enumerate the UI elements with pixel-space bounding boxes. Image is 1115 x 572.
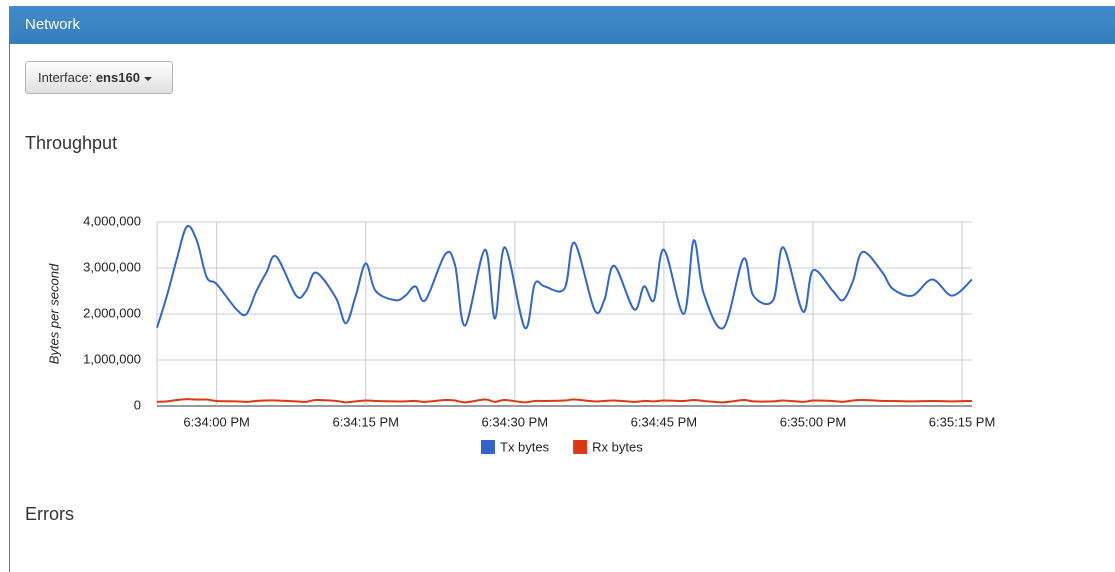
legend-swatch	[573, 440, 588, 454]
x-tick-label: 6:34:45 PM	[631, 414, 698, 429]
series-line	[156, 398, 973, 404]
panel-border	[9, 6, 1115, 572]
interface-value: ens160	[95, 70, 140, 85]
section-heading: Errors	[25, 504, 74, 524]
caret	[143, 76, 152, 81]
interface-label: Interface:	[38, 70, 93, 85]
series-line	[156, 224, 973, 330]
y-tick-label: 1,000,000	[83, 351, 141, 366]
x-tick-label: 6:34:00 PM	[183, 414, 250, 429]
x-tick-label: 6:34:30 PM	[482, 414, 549, 429]
section-heading: Throughput	[25, 133, 118, 153]
legend-swatch	[481, 440, 495, 454]
x-tick-label: 6:35:00 PM	[780, 414, 847, 429]
interface-dropdown[interactable]: Interface: ens160	[25, 61, 173, 94]
y-axis-label: Bytes per second	[46, 263, 61, 364]
panel-title: Network	[25, 16, 81, 33]
legend-label: Rx bytes	[592, 439, 643, 454]
y-tick-label: 3,000,000	[83, 259, 141, 274]
y-tick-label: 2,000,000	[83, 305, 141, 320]
y-tick-label: 4,000,000	[83, 213, 141, 228]
legend-label: Tx bytes	[500, 439, 550, 454]
x-tick-label: 6:34:15 PM	[332, 414, 399, 429]
panel-header: Network	[9, 6, 1115, 44]
y-tick-label: 0	[134, 397, 141, 412]
x-tick-label: 6:35:15 PM	[929, 414, 996, 429]
